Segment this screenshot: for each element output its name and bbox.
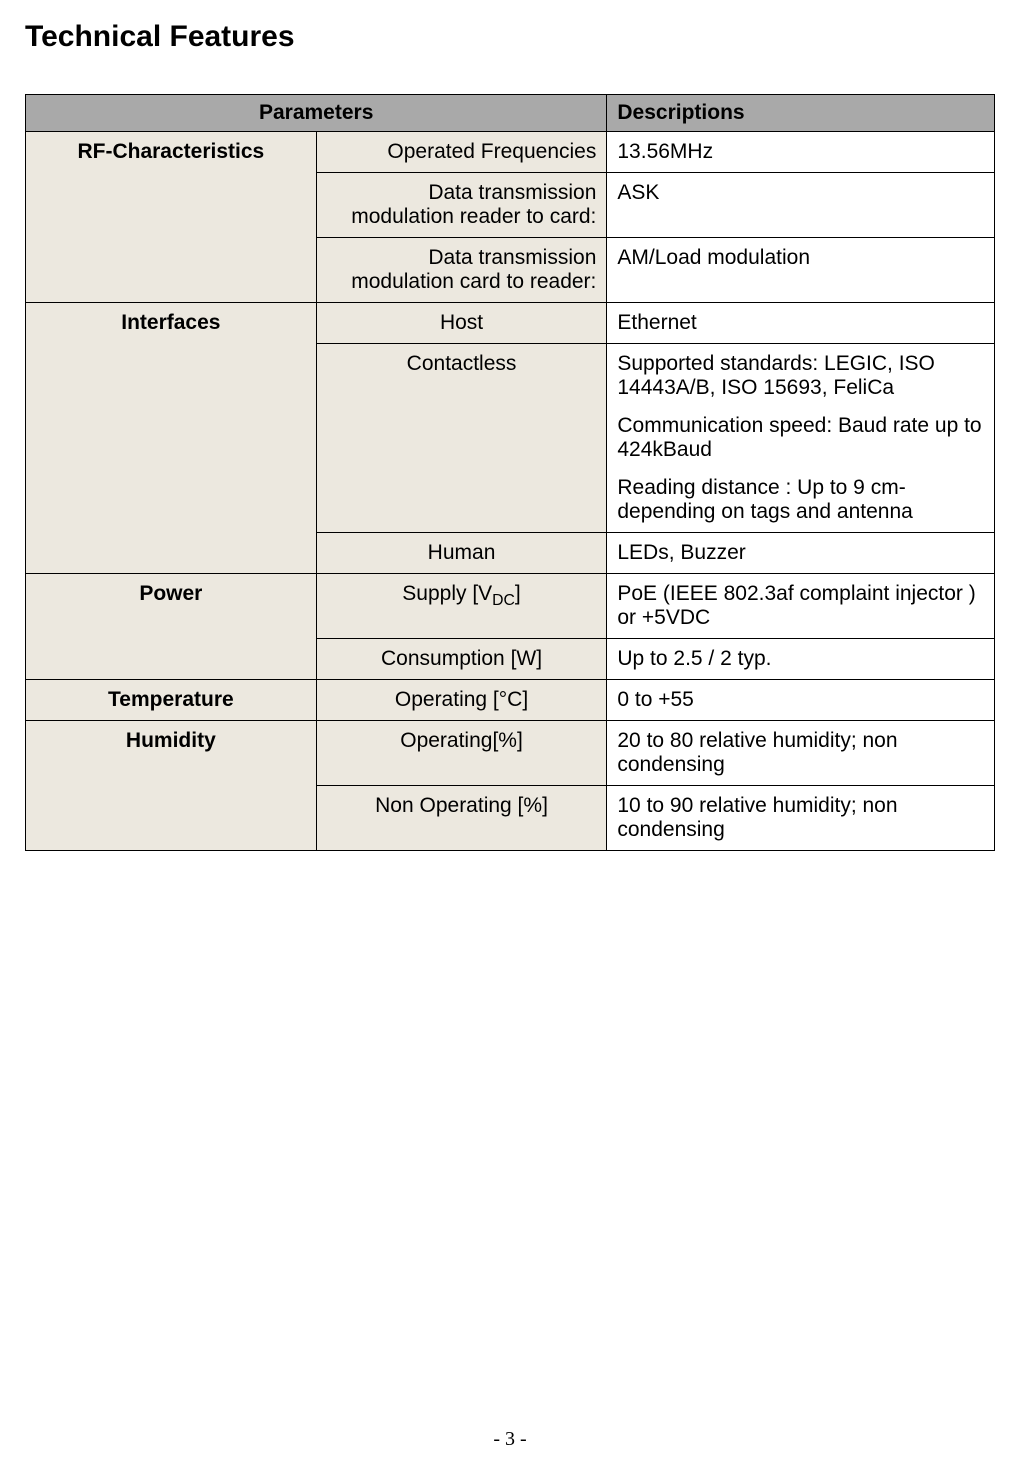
table-header-row: Parameters Descriptions (26, 95, 995, 132)
table-row: Power Supply [VDC] PoE (IEEE 802.3af com… (26, 574, 995, 639)
page-number: - 3 - (0, 1428, 1020, 1451)
param-operated-frequencies: Operated Frequencies (316, 132, 607, 173)
desc-contactless-p2: Communication speed: Baud rate up to 424… (617, 414, 984, 462)
param-humidity-operating: Operating[%] (316, 721, 607, 786)
param-temp-operating: Operating [°C] (316, 680, 607, 721)
category-interfaces: Interfaces (26, 303, 317, 574)
desc-humidity-nonoperating: 10 to 90 relative humidity; non condensi… (607, 786, 995, 851)
page-title: Technical Features (25, 20, 995, 54)
desc-temp-operating: 0 to +55 (607, 680, 995, 721)
tech-features-table: Parameters Descriptions RF-Characteristi… (25, 94, 995, 851)
param-supply-sub: DC (492, 592, 515, 609)
desc-host: Ethernet (607, 303, 995, 344)
desc-reader-to-card: ASK (607, 173, 995, 238)
param-reader-to-card: Data transmission modulation reader to c… (316, 173, 607, 238)
param-card-to-reader: Data transmission modulation card to rea… (316, 238, 607, 303)
table-row: Temperature Operating [°C] 0 to +55 (26, 680, 995, 721)
param-host: Host (316, 303, 607, 344)
category-rf: RF-Characteristics (26, 132, 317, 303)
desc-contactless-p1: Supported standards: LEGIC, ISO 14443A/B… (617, 352, 984, 400)
table-row: Interfaces Host Ethernet (26, 303, 995, 344)
param-supply-prefix: Supply [V (402, 582, 492, 605)
category-humidity: Humidity (26, 721, 317, 851)
desc-human: LEDs, Buzzer (607, 533, 995, 574)
desc-card-to-reader: AM/Load modulation (607, 238, 995, 303)
desc-consumption: Up to 2.5 / 2 typ. (607, 639, 995, 680)
desc-operated-frequencies: 13.56MHz (607, 132, 995, 173)
desc-contactless: Supported standards: LEGIC, ISO 14443A/B… (607, 344, 995, 533)
desc-humidity-operating: 20 to 80 relative humidity; non condensi… (607, 721, 995, 786)
category-power: Power (26, 574, 317, 680)
param-contactless: Contactless (316, 344, 607, 533)
desc-contactless-p3: Reading distance : Up to 9 cm- depending… (617, 476, 984, 524)
param-supply: Supply [VDC] (316, 574, 607, 639)
param-human: Human (316, 533, 607, 574)
header-parameters: Parameters (26, 95, 607, 132)
param-consumption: Consumption [W] (316, 639, 607, 680)
table-row: RF-Characteristics Operated Frequencies … (26, 132, 995, 173)
table-row: Humidity Operating[%] 20 to 80 relative … (26, 721, 995, 786)
param-supply-suffix: ] (515, 582, 521, 605)
category-temperature: Temperature (26, 680, 317, 721)
desc-supply: PoE (IEEE 802.3af complaint injector ) o… (607, 574, 995, 639)
header-descriptions: Descriptions (607, 95, 995, 132)
param-humidity-nonoperating: Non Operating [%] (316, 786, 607, 851)
